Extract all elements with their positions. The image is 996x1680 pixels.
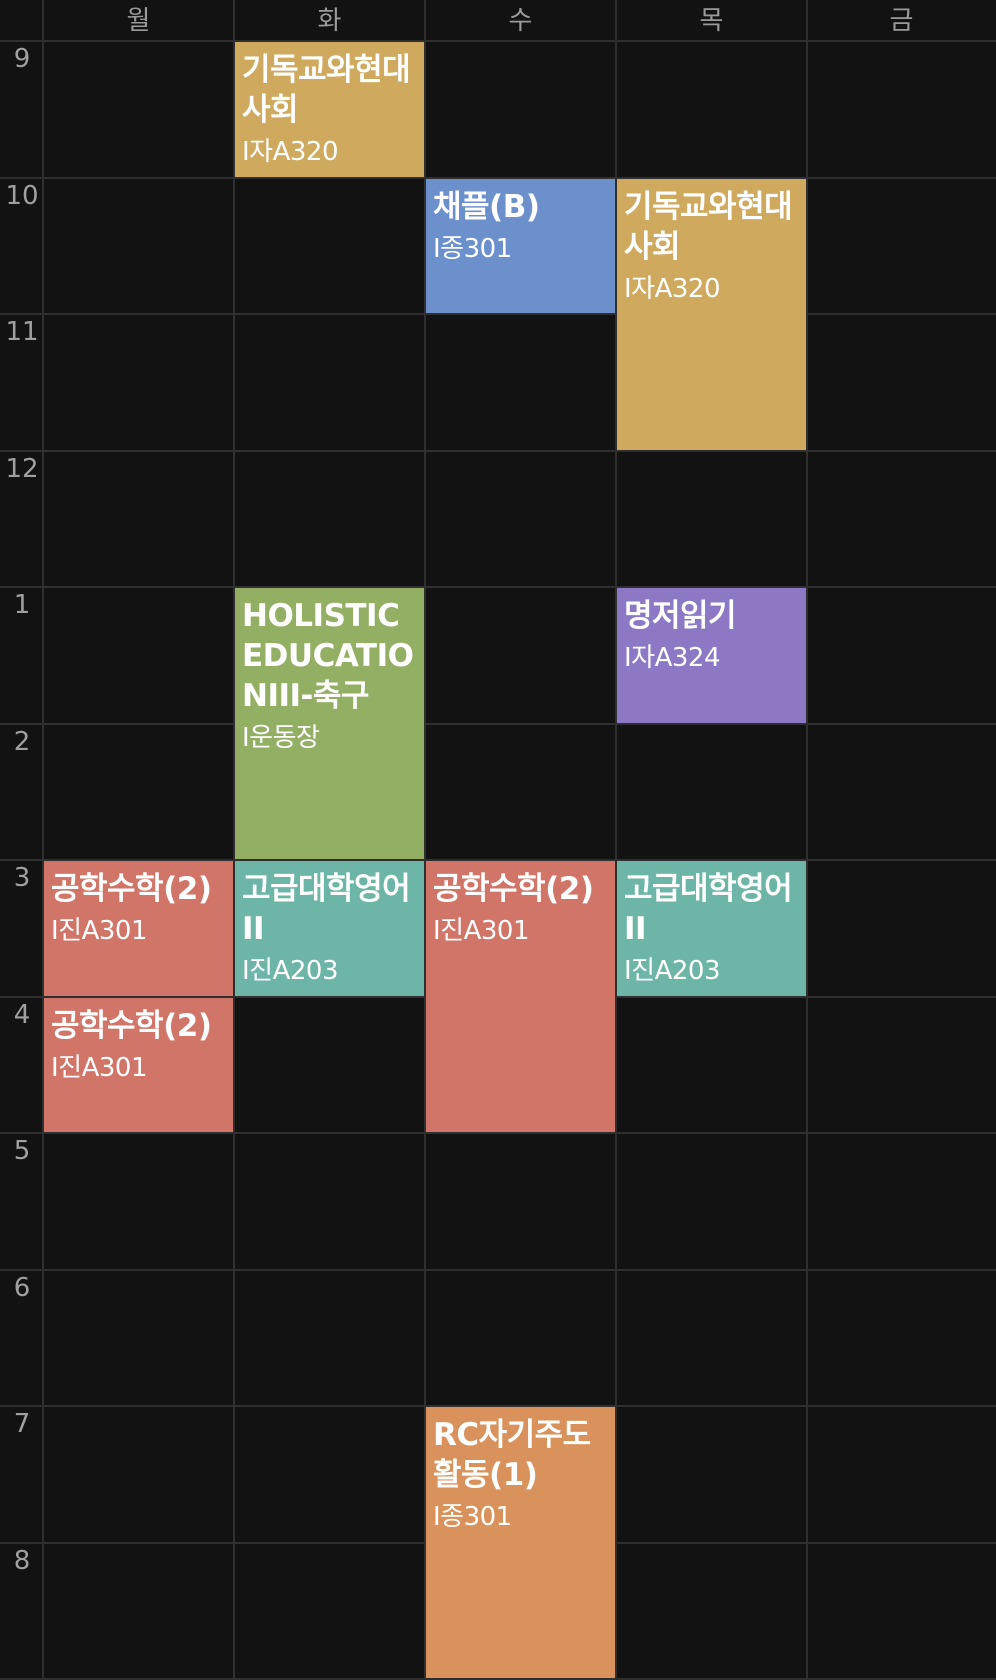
hour-label: 5 — [13, 1136, 31, 1166]
course-block[interactable]: 고급대학영어II I진A203 — [617, 861, 806, 996]
hour-label: 9 — [13, 44, 31, 74]
grid-row-divider — [0, 1269, 996, 1271]
grid-row-divider — [0, 723, 996, 725]
grid-row-divider — [0, 313, 996, 315]
course-room: I자A320 — [242, 137, 339, 167]
course-room: I종301 — [433, 234, 512, 264]
day-header: 금 — [889, 6, 914, 36]
course-title: 고급대학영어II — [242, 871, 411, 947]
course-block[interactable]: RC자기주도활동(1) I종301 — [426, 1407, 615, 1678]
course-title: HOLISTIC EDUCATIONIII-축구 — [242, 598, 414, 714]
day-header: 목 — [699, 6, 724, 36]
grid-row-divider — [0, 1678, 996, 1680]
day-header: 월 — [126, 6, 151, 36]
hour-label: 3 — [13, 863, 31, 893]
course-room: I종301 — [433, 1502, 512, 1532]
course-room: I자A320 — [624, 274, 721, 304]
grid-column-divider — [615, 0, 617, 1680]
course-title: 공학수학(2) — [51, 871, 212, 907]
course-room: I진A301 — [433, 916, 530, 946]
course-room: I운동장 — [242, 723, 320, 753]
course-block[interactable]: 공학수학(2) I진A301 — [426, 861, 615, 1132]
course-title: 공학수학(2) — [433, 871, 594, 907]
course-block[interactable]: 명저읽기 I자A324 — [617, 588, 806, 723]
day-header: 수 — [508, 6, 533, 36]
course-room: I자A324 — [624, 643, 721, 673]
hour-label: 4 — [13, 1000, 31, 1030]
course-block[interactable]: 기독교와현대사회 I자A320 — [235, 42, 424, 177]
hour-label: 2 — [13, 727, 31, 757]
grid-column-divider — [233, 0, 235, 1680]
hour-label: 1 — [13, 590, 31, 620]
grid-row-divider — [0, 586, 996, 588]
grid-row-divider — [0, 450, 996, 452]
day-header: 화 — [317, 6, 342, 36]
course-room: I진A203 — [624, 956, 721, 986]
grid-row-divider — [0, 859, 996, 861]
course-title: 채플(B) — [433, 189, 540, 225]
hour-label: 8 — [13, 1546, 31, 1576]
hour-label: 6 — [13, 1273, 31, 1303]
course-title: RC자기주도활동(1) — [433, 1417, 591, 1493]
grid-row-divider — [0, 1405, 996, 1407]
course-title: 고급대학영어II — [624, 871, 793, 947]
course-title: 기독교와현대사회 — [624, 189, 793, 265]
course-room: I진A301 — [51, 916, 148, 946]
course-block[interactable]: 공학수학(2) I진A301 — [44, 861, 233, 996]
grid-column-divider — [42, 0, 44, 1680]
course-block[interactable]: 채플(B) I종301 — [426, 179, 615, 313]
course-block[interactable]: 기독교와현대사회 I자A320 — [617, 179, 806, 450]
course-block[interactable]: 공학수학(2) I진A301 — [44, 998, 233, 1132]
course-block[interactable]: HOLISTIC EDUCATIONIII-축구 I운동장 — [235, 588, 424, 859]
course-room: I진A301 — [51, 1053, 148, 1083]
hour-label: 11 — [5, 317, 39, 347]
course-title: 공학수학(2) — [51, 1008, 212, 1044]
hour-label: 7 — [13, 1409, 31, 1439]
grid-row-divider — [0, 40, 996, 42]
grid-row-divider — [0, 177, 996, 179]
course-block[interactable]: 고급대학영어II I진A203 — [235, 861, 424, 996]
hour-label: 10 — [5, 181, 39, 211]
grid-row-divider — [0, 1132, 996, 1134]
course-title: 기독교와현대사회 — [242, 52, 411, 128]
hour-label: 12 — [5, 454, 39, 484]
course-room: I진A203 — [242, 956, 339, 986]
grid-column-divider — [806, 0, 808, 1680]
course-title: 명저읽기 — [624, 598, 737, 634]
grid-column-divider — [424, 0, 426, 1680]
